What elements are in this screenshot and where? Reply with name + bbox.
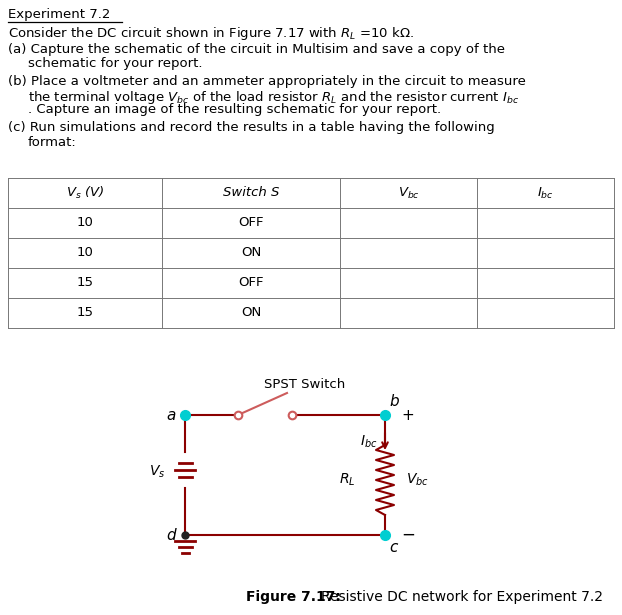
Text: (b) Place a voltmeter and an ammeter appropriately in the circuit to measure: (b) Place a voltmeter and an ammeter app… xyxy=(8,74,526,87)
Text: . Capture an image of the resulting schematic for your report.: . Capture an image of the resulting sche… xyxy=(28,103,441,116)
Text: 10: 10 xyxy=(77,216,93,229)
Text: $I_{bc}$: $I_{bc}$ xyxy=(537,186,554,200)
Text: OFF: OFF xyxy=(238,216,264,229)
Text: Switch S: Switch S xyxy=(223,186,279,199)
Text: Experiment 7.2: Experiment 7.2 xyxy=(8,8,110,21)
Text: SPST Switch: SPST Switch xyxy=(264,378,346,391)
Text: a: a xyxy=(166,408,175,423)
Text: (c) Run simulations and record the results in a table having the following: (c) Run simulations and record the resul… xyxy=(8,121,494,134)
Text: −: − xyxy=(401,526,415,544)
Text: (a) Capture the schematic of the circuit in Multisim and save a copy of the: (a) Capture the schematic of the circuit… xyxy=(8,42,505,55)
Text: $V_{bc}$: $V_{bc}$ xyxy=(406,472,429,488)
Text: $I_{bc}$: $I_{bc}$ xyxy=(360,434,377,450)
Text: format:: format: xyxy=(28,135,77,148)
Text: schematic for your report.: schematic for your report. xyxy=(28,57,203,70)
Text: $V_{bc}$: $V_{bc}$ xyxy=(397,186,419,200)
Text: $V_s$ (V): $V_s$ (V) xyxy=(66,185,104,201)
Text: ON: ON xyxy=(241,306,261,320)
Text: OFF: OFF xyxy=(238,277,264,290)
Text: the terminal voltage $V_{bc}$ of the load resistor $R_L$ and the resistor curren: the terminal voltage $V_{bc}$ of the loa… xyxy=(28,89,519,106)
Text: d: d xyxy=(166,528,176,542)
Text: Resistive DC network for Experiment 7.2: Resistive DC network for Experiment 7.2 xyxy=(321,590,603,604)
Text: $R_L$: $R_L$ xyxy=(339,472,355,488)
Text: 10: 10 xyxy=(77,247,93,260)
Text: b: b xyxy=(389,394,399,410)
Text: ON: ON xyxy=(241,247,261,260)
Text: c: c xyxy=(389,541,397,555)
Text: Figure 7.17:: Figure 7.17: xyxy=(246,590,341,604)
Text: +: + xyxy=(401,408,414,424)
Text: 15: 15 xyxy=(77,306,93,320)
Text: 15: 15 xyxy=(77,277,93,290)
Text: Consider the DC circuit shown in Figure 7.17 with $R_L$ =10 k$\Omega$.: Consider the DC circuit shown in Figure … xyxy=(8,25,414,42)
Text: $V_s$: $V_s$ xyxy=(149,464,165,480)
